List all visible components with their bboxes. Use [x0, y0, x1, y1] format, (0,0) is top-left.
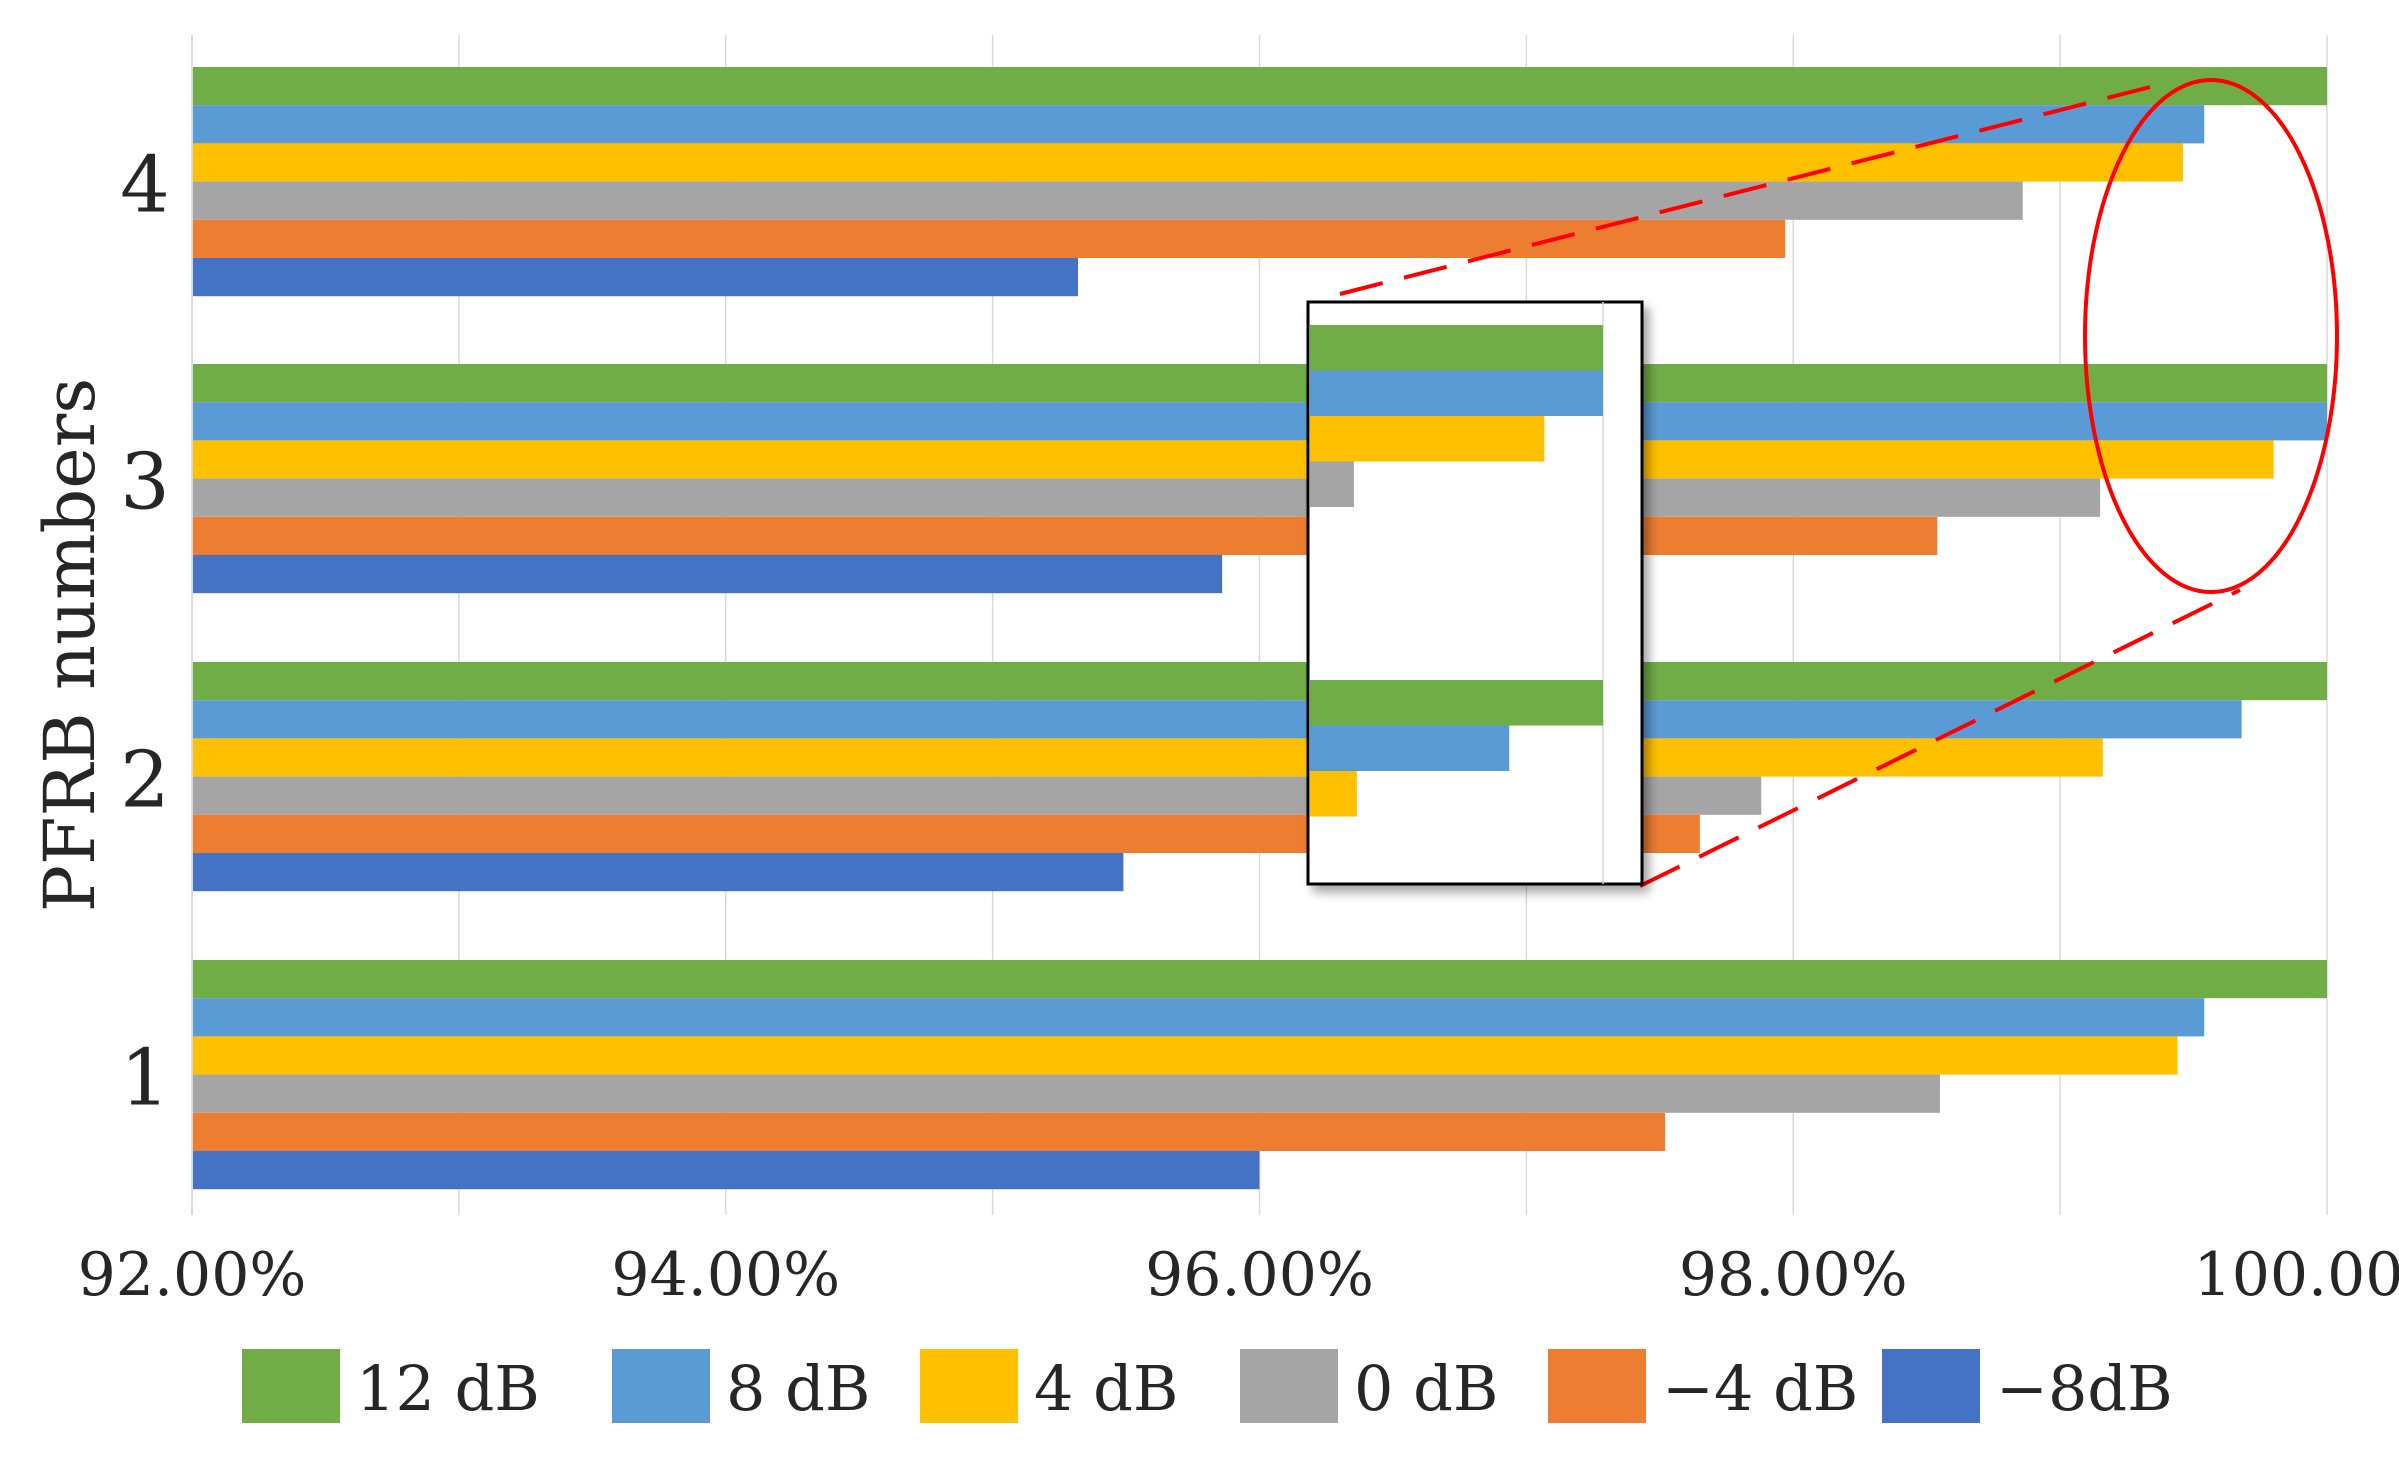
bar-4-8db	[192, 105, 2205, 144]
x-tick-label: 96.00%	[1145, 1240, 1374, 1310]
zoom-annotation	[1339, 78, 2339, 888]
legend-label-8db: −8dB	[1996, 1352, 2173, 1425]
inset-bar-2-8db	[1310, 725, 1510, 771]
legend-swatch-0db	[1240, 1349, 1338, 1423]
legend-label-0db: 0 dB	[1354, 1352, 1498, 1425]
legend-swatch-8db	[1882, 1349, 1980, 1423]
category-label-3: 3	[120, 438, 170, 528]
bar-2-8db	[192, 853, 1124, 892]
bar-3-0db	[192, 478, 2101, 517]
inset-bar-3-12db	[1310, 325, 1603, 371]
category-label-1: 1	[120, 1034, 170, 1124]
highlight-ellipse	[2083, 78, 2339, 594]
category-label-4: 4	[120, 141, 170, 231]
x-tick-label: 100.00%	[2194, 1240, 2399, 1310]
bar-1-8db	[192, 998, 2205, 1037]
inset-bar-2-12db	[1310, 680, 1603, 726]
bar-3-4db	[192, 440, 2274, 479]
bar-1-8db	[192, 1151, 1260, 1190]
inset-bar-2-4db	[1310, 771, 1357, 817]
legend-label-8db: 8 dB	[726, 1352, 870, 1425]
legend-swatch-8db	[612, 1349, 710, 1423]
bar-1-0db	[192, 1074, 1941, 1113]
bar-4-8db	[192, 258, 1079, 297]
bar-4-4db	[192, 143, 2183, 182]
zoom-connector-top	[1339, 80, 2171, 296]
legend-label-12db: 12 dB	[356, 1352, 540, 1425]
bar-2-8db	[192, 700, 2242, 739]
x-tick-label: 92.00%	[78, 1240, 307, 1310]
y-axis-title: PFRB numbers	[29, 378, 111, 912]
legend-swatch-4db	[1548, 1349, 1646, 1423]
bar-1-12db	[192, 960, 2327, 999]
bar-2-4db	[192, 738, 2103, 777]
inset-bar-3-4db	[1310, 416, 1545, 462]
bar-3-8db	[192, 402, 2327, 441]
legend-swatch-12db	[242, 1349, 340, 1423]
inset-bar-3-8db	[1310, 370, 1603, 416]
bar-3-8db	[192, 555, 1223, 594]
bar-4-12db	[192, 67, 2327, 106]
bar-2-12db	[192, 662, 2327, 701]
x-tick-label: 94.00%	[611, 1240, 840, 1310]
bar-3-12db	[192, 364, 2327, 403]
bar-4-0db	[192, 181, 2023, 220]
legend-swatch-4db	[920, 1349, 1018, 1423]
zoom-connector-bottom	[1639, 588, 2241, 888]
bar-3-4db	[192, 516, 1938, 555]
legend: 12 dB 8 dB 4 dB 0 dB −4 dB −8dB	[242, 1349, 2173, 1425]
legend-label-4db: −4 dB	[1662, 1352, 1858, 1425]
inset-bar-3-0db	[1310, 461, 1354, 507]
x-tick-label: 98.00%	[1679, 1240, 1908, 1310]
legend-label-4db: 4 dB	[1034, 1352, 1178, 1425]
zoom-inset	[1306, 300, 1644, 886]
bar-4-4db	[192, 219, 1786, 258]
axes: 1 2 3 4 92.00% 94.00% 96.00% 98.00% 100.00% PFRB …	[29, 35, 2399, 1310]
bar-1-4db	[192, 1112, 1666, 1151]
category-label-2: 2	[120, 736, 170, 826]
bar-1-4db	[192, 1036, 2178, 1075]
